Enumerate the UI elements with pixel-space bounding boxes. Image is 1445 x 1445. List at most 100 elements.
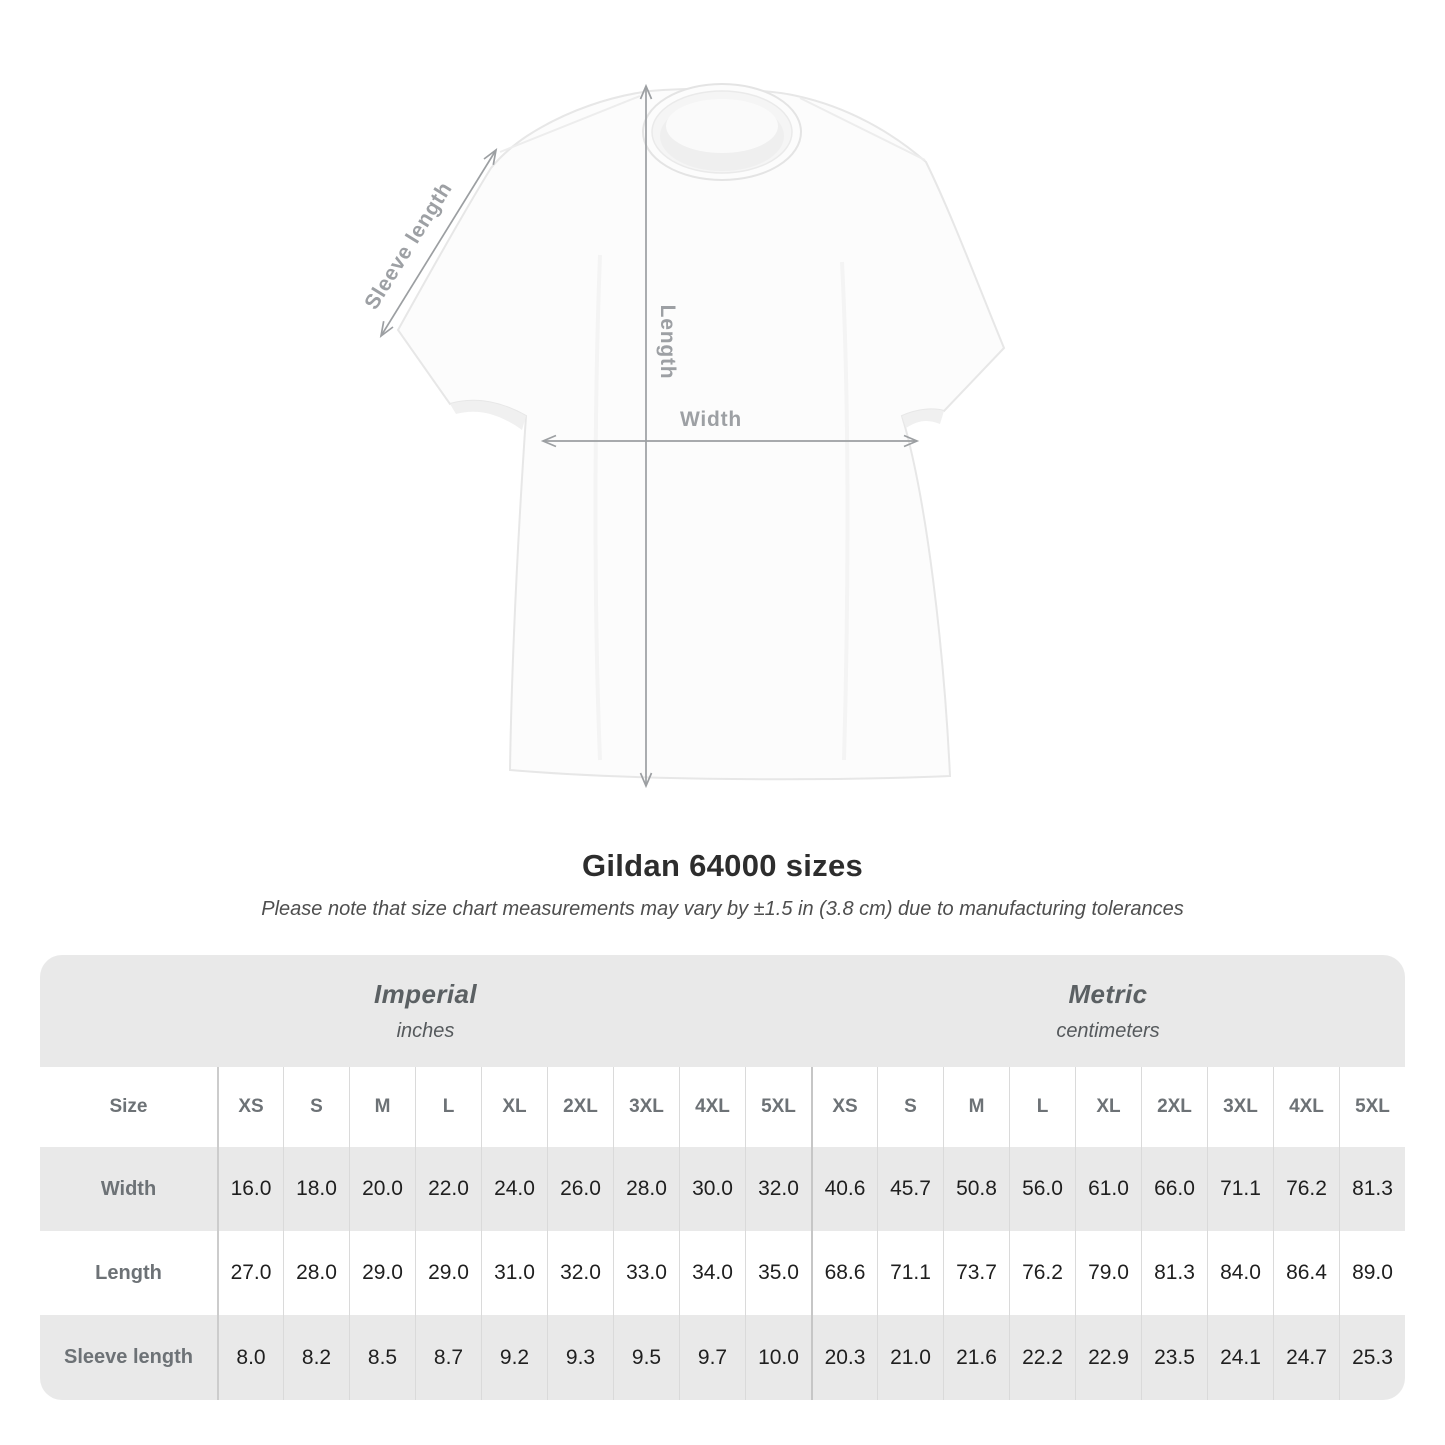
measurement-cell: 16.0 <box>217 1147 283 1231</box>
shoulder-seam <box>499 95 641 153</box>
imperial-unit: inches <box>396 1020 455 1042</box>
size-column-header: M <box>943 1067 1009 1147</box>
measurement-cell: 22.2 <box>1009 1315 1075 1400</box>
size-column-header: M <box>349 1067 415 1147</box>
measurement-cell: 71.1 <box>877 1231 943 1315</box>
measurement-cell: 22.9 <box>1075 1315 1141 1400</box>
measurement-cell: 45.7 <box>877 1147 943 1231</box>
size-header-row: Size XS S M L XL 2XL 3XL 4XL 5XL XS S M L XL 2XL 3XL 4XL 5… <box>40 1067 1405 1147</box>
fold-line <box>593 254 602 761</box>
unit-header-row: Imperial inches Metric centimeters <box>40 955 1405 1067</box>
metric-header: Metric centimeters <box>811 955 1405 1067</box>
title-block: Gildan 64000 sizes Please note that size… <box>0 848 1445 921</box>
shoulder-seam <box>799 97 926 161</box>
measurement-cell: 89.0 <box>1339 1231 1405 1315</box>
measurement-cell: 32.0 <box>547 1231 613 1315</box>
measurement-cell: 66.0 <box>1141 1147 1207 1231</box>
measurement-cell: 30.0 <box>679 1147 745 1231</box>
size-column-header: 4XL <box>1273 1067 1339 1147</box>
size-column-header: 3XL <box>613 1067 679 1147</box>
measurement-cell: 9.3 <box>547 1315 613 1400</box>
measurement-cell: 79.0 <box>1075 1231 1141 1315</box>
measurement-row-width-label: Width <box>100 1177 157 1200</box>
width-arrow <box>540 434 920 448</box>
measurement-arrows <box>379 83 920 789</box>
tolerance-note: Please note that size chart measurements… <box>261 898 1184 920</box>
measurement-cell: 27.0 <box>217 1231 283 1315</box>
measurement-cell: 28.0 <box>283 1231 349 1315</box>
measurement-cell: 34.0 <box>679 1231 745 1315</box>
measurement-cell: 9.2 <box>481 1315 547 1400</box>
measurement-cell: 18.0 <box>283 1147 349 1231</box>
size-column-header: S <box>877 1067 943 1147</box>
sleeve-shadow <box>450 400 526 430</box>
size-table: Imperial inches Metric centimeters Size X… <box>40 955 1405 1400</box>
measurement-cell: 22.0 <box>415 1147 481 1231</box>
measurement-cell: 61.0 <box>1075 1147 1141 1231</box>
measurement-cell: 29.0 <box>415 1231 481 1315</box>
measurement-cell: 71.1 <box>1207 1147 1273 1231</box>
size-header-row-label: Size <box>109 1096 148 1117</box>
measurement-cell: 9.7 <box>679 1315 745 1400</box>
measurement-cell: 31.0 <box>481 1231 547 1315</box>
size-table-grid: Size XS S M L XL 2XL 3XL 4XL 5XL XS S M L XL 2XL 3XL 4XL 5… <box>40 1067 1405 1400</box>
measurement-cell: 76.2 <box>1009 1231 1075 1315</box>
size-column-header: XL <box>1075 1067 1141 1147</box>
size-column-header: 2XL <box>547 1067 613 1147</box>
measurement-cell: 26.0 <box>547 1147 613 1231</box>
page-title: Gildan 64000 sizes <box>581 848 864 883</box>
sleeve-length-arrow <box>379 148 498 338</box>
size-column-header: 3XL <box>1207 1067 1273 1147</box>
measurement-cell: 84.0 <box>1207 1231 1273 1315</box>
measurement-cell: 8.0 <box>217 1315 283 1400</box>
measurement-row-length: Length 27.0 28.0 29.0 29.0 31.0 32.0 33.0 34.0 35… <box>40 1231 1405 1315</box>
size-column-header: L <box>1009 1067 1075 1147</box>
measurement-cell: 25.3 <box>1339 1315 1405 1400</box>
size-column-header: 5XL <box>745 1067 811 1147</box>
measurement-row-length-label: Length <box>95 1261 162 1284</box>
tshirt-body <box>396 87 1006 781</box>
size-column-header: XL <box>481 1067 547 1147</box>
measurement-cell: 8.7 <box>415 1315 481 1400</box>
measurement-cell: 21.0 <box>877 1315 943 1400</box>
measurement-cell: 20.0 <box>349 1147 415 1231</box>
fold-line <box>840 261 850 761</box>
measurement-cell: 10.0 <box>745 1315 811 1400</box>
measurement-cell: 9.5 <box>613 1315 679 1400</box>
tshirt-diagram: Sleeve length Length Width <box>360 83 1006 789</box>
measurement-cell: 76.2 <box>1273 1147 1339 1231</box>
measurement-cell: 40.6 <box>811 1147 877 1231</box>
size-column-header: L <box>415 1067 481 1147</box>
measurement-cell: 81.3 <box>1339 1147 1405 1231</box>
measurement-cell: 35.0 <box>745 1231 811 1315</box>
size-column-header: 4XL <box>679 1067 745 1147</box>
measurement-cell: 24.0 <box>481 1147 547 1231</box>
measurement-cell: 50.8 <box>943 1147 1009 1231</box>
measurement-cell: 28.0 <box>613 1147 679 1231</box>
measurement-cell: 8.5 <box>349 1315 415 1400</box>
measurement-cell: 81.3 <box>1141 1231 1207 1315</box>
size-column-header: XS <box>811 1067 877 1147</box>
metric-unit: centimeters <box>1056 1020 1160 1042</box>
measurement-row-width: Width 16.0 18.0 20.0 22.0 24.0 26.0 28.0 30.0 32.… <box>40 1147 1405 1231</box>
measurement-cell: 73.7 <box>943 1231 1009 1315</box>
sleeve-shadow <box>902 409 944 428</box>
measurement-cell: 29.0 <box>349 1231 415 1315</box>
size-column-header: 5XL <box>1339 1067 1405 1147</box>
imperial-header: Imperial inches <box>40 955 811 1067</box>
size-column-header: XS <box>217 1067 283 1147</box>
collar-back <box>666 99 778 153</box>
measurement-cell: 8.2 <box>283 1315 349 1400</box>
metric-title: Metric <box>1068 979 1148 1009</box>
size-column-header: S <box>283 1067 349 1147</box>
measurement-cell: 32.0 <box>745 1147 811 1231</box>
size-column-header: 2XL <box>1141 1067 1207 1147</box>
measurement-cell: 68.6 <box>811 1231 877 1315</box>
measurement-cell: 21.6 <box>943 1315 1009 1400</box>
imperial-title: Imperial <box>374 979 477 1009</box>
measurement-cell: 86.4 <box>1273 1231 1339 1315</box>
measurement-cell: 24.1 <box>1207 1315 1273 1400</box>
measurement-cell: 56.0 <box>1009 1147 1075 1231</box>
measurement-row-sleeve-length: Sleeve length 8.0 8.2 8.5 8.7 9.2 9.3 9.5 9.7 10.… <box>40 1315 1405 1400</box>
measurement-cell: 24.7 <box>1273 1315 1339 1400</box>
